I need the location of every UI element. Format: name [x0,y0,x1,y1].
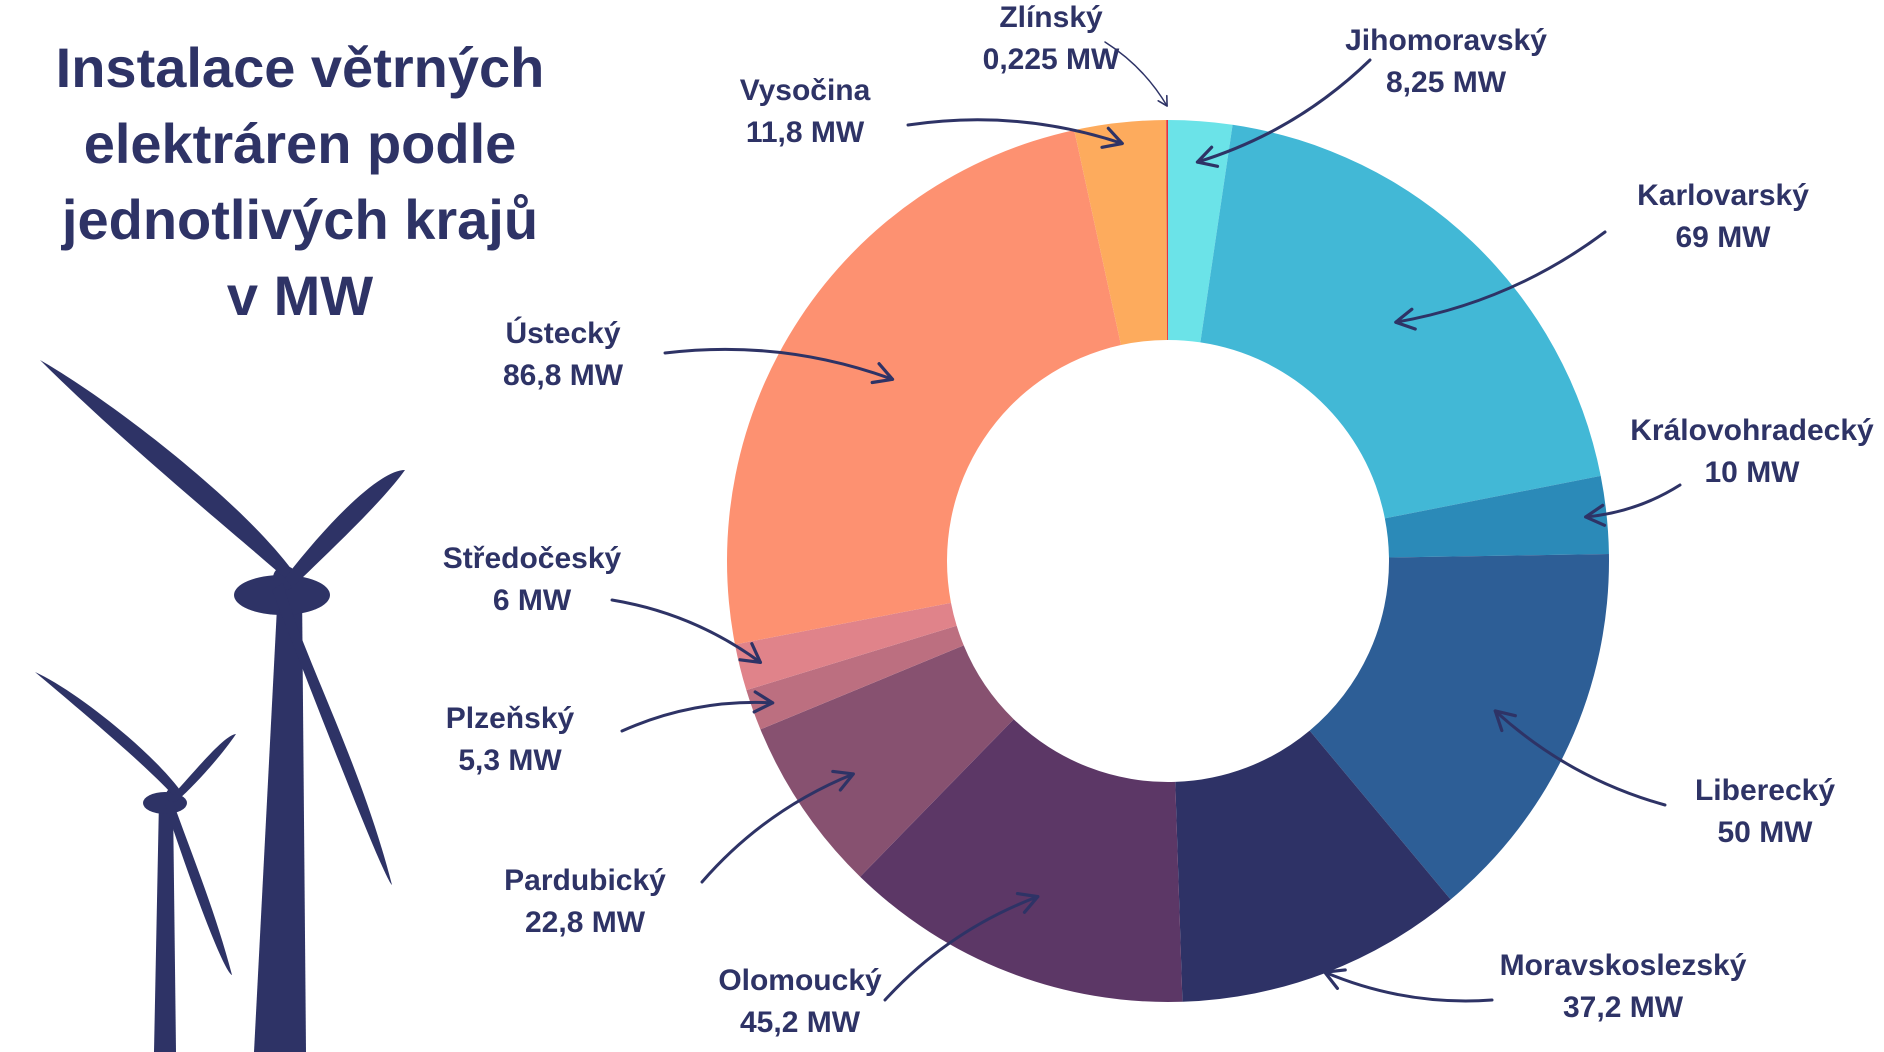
arrow-olomoucky [883,892,1040,1002]
slice-value-pardubicky: 22,8 MW [525,906,646,939]
slice-plzensky [746,625,964,730]
arrow-jihomoravsky [1195,58,1372,168]
arrow-moravskoslezsky [1323,968,1494,1003]
title-line: jednotlivých krajů [61,188,539,251]
slice-label-moravskoslezsky: Moravskoslezský [1500,949,1747,982]
donut-chart [727,120,1609,1002]
slice-label-karlovarsky: Karlovarský [1637,179,1809,212]
slice-value-jihomoravsky: 8,25 MW [1386,66,1507,99]
arrow-karlovarsky [1394,230,1607,331]
wind-turbine-illustration [35,360,405,1052]
arrow-zlinsky [1104,41,1168,107]
slice-stredocesky [734,602,957,691]
title-line: elektráren podle [83,112,517,175]
slice-olomoucky [860,719,1183,1002]
slice-value-zlinsky: 0,225 MW [983,43,1120,76]
arrow-ustecky [663,347,895,385]
slice-value-stredocesky: 6 MW [493,584,572,617]
small-wind-turbine-icon [35,672,236,1052]
slice-value-liberecky: 50 MW [1717,816,1813,849]
chart-title: Instalace větrných elektráren podle jedn… [40,30,560,334]
slice-label-kralovohradecky: Královohradecký [1630,414,1874,447]
slice-value-plzensky: 5,3 MW [458,744,562,777]
arrow-vysocina [906,118,1124,149]
arrow-pardubicky [700,769,855,884]
slice-moravskoslezsky [1175,730,1451,1002]
slice-value-vysocina: 11,8 MW [746,116,865,149]
slice-ustecky [727,130,1122,645]
title-line: v MW [226,264,374,327]
slice-value-kralovohradecky: 10 MW [1704,456,1800,489]
arrow-kralovohradecky [1584,483,1682,527]
arrow-stredocesky [610,598,763,664]
arrow-plzensky [620,690,775,733]
slice-vysocina [1074,120,1168,346]
arrow-liberecky [1493,709,1667,807]
slice-label-jihomoravsky: Jihomoravský [1345,24,1547,57]
slice-jihomoravsky [1168,120,1233,343]
slice-liberecky [1309,553,1609,900]
slice-label-stredocesky: Středočeský [443,542,622,575]
title-line: Instalace větrných [55,36,545,99]
slice-kralovohradecky [1384,475,1609,558]
slice-label-pardubicky: Pardubický [504,864,666,897]
slice-value-karlovarsky: 69 MW [1675,221,1771,254]
slice-label-plzensky: Plzeňský [446,702,575,735]
slice-label-olomoucky: Olomoucký [718,964,882,997]
slice-label-ustecky: Ústecký [505,316,620,350]
slice-value-ustecky: 86,8 MW [503,359,624,392]
leader-arrows [610,41,1682,1003]
slice-label-liberecky: Liberecký [1695,774,1835,807]
slice-label-vysocina: Vysočina [740,74,871,107]
slice-value-olomoucky: 45,2 MW [740,1006,861,1039]
slice-label-zlinsky: Zlínský [999,1,1103,34]
slice-value-moravskoslezsky: 37,2 MW [1563,991,1684,1024]
slice-pardubicky [760,645,1014,877]
slice-zlinsky [1166,120,1168,341]
large-wind-turbine-icon [40,360,405,1052]
slice-labels: Jihomoravský 8,25 MW Karlovarský 69 MW Králo… [443,1,1874,1039]
